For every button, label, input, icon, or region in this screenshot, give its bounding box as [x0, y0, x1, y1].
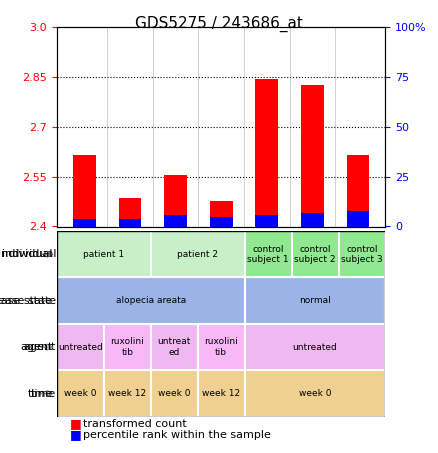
FancyBboxPatch shape: [245, 324, 385, 371]
Text: ■: ■: [70, 429, 82, 441]
Text: week 12: week 12: [202, 389, 240, 398]
FancyBboxPatch shape: [151, 231, 245, 277]
Bar: [210, 201, 233, 226]
Bar: [119, 218, 141, 226]
Text: agent: agent: [24, 342, 56, 352]
Text: individual: individual: [0, 249, 53, 259]
Bar: [210, 217, 233, 226]
Text: ruxolini
tib: ruxolini tib: [110, 337, 144, 357]
FancyBboxPatch shape: [151, 324, 198, 371]
Text: GDS5275 / 243686_at: GDS5275 / 243686_at: [135, 16, 303, 32]
Text: individual: individual: [1, 249, 56, 259]
FancyBboxPatch shape: [104, 324, 151, 371]
Text: disease state: disease state: [0, 296, 53, 306]
FancyBboxPatch shape: [198, 371, 245, 417]
Text: untreated: untreated: [293, 342, 337, 352]
Text: time: time: [27, 389, 53, 399]
Text: alopecia areata: alopecia areata: [116, 296, 186, 305]
FancyBboxPatch shape: [57, 324, 104, 371]
Text: transformed count: transformed count: [83, 419, 187, 429]
Text: ruxolini
tib: ruxolini tib: [204, 337, 238, 357]
Text: ■: ■: [70, 417, 82, 430]
FancyBboxPatch shape: [245, 371, 385, 417]
Text: patient 2: patient 2: [177, 250, 218, 259]
FancyBboxPatch shape: [292, 231, 339, 277]
Text: control
subject 2: control subject 2: [294, 245, 336, 264]
FancyBboxPatch shape: [151, 371, 198, 417]
Bar: [164, 175, 187, 226]
Text: patient 1: patient 1: [83, 250, 124, 259]
FancyBboxPatch shape: [57, 371, 104, 417]
Text: control
subject 1: control subject 1: [247, 245, 289, 264]
Text: time: time: [31, 389, 56, 399]
Text: week 0: week 0: [158, 389, 191, 398]
Text: week 0: week 0: [64, 389, 97, 398]
Text: control
subject 3: control subject 3: [341, 245, 383, 264]
FancyBboxPatch shape: [339, 231, 385, 277]
Bar: [301, 85, 324, 226]
Text: week 12: week 12: [108, 389, 146, 398]
Text: agent: agent: [20, 342, 53, 352]
FancyBboxPatch shape: [57, 231, 151, 277]
Bar: [164, 215, 187, 226]
FancyBboxPatch shape: [198, 324, 245, 371]
Bar: [73, 218, 96, 226]
Bar: [301, 212, 324, 226]
FancyBboxPatch shape: [104, 371, 151, 417]
Text: disease state: disease state: [0, 296, 56, 306]
FancyBboxPatch shape: [245, 277, 385, 324]
Bar: [255, 79, 278, 226]
Text: week 0: week 0: [299, 389, 331, 398]
Text: normal: normal: [299, 296, 331, 305]
Text: untreat
ed: untreat ed: [158, 337, 191, 357]
FancyBboxPatch shape: [57, 277, 245, 324]
FancyBboxPatch shape: [245, 231, 292, 277]
Text: percentile rank within the sample: percentile rank within the sample: [83, 430, 271, 440]
Bar: [346, 155, 370, 226]
Bar: [119, 198, 141, 226]
Bar: [255, 215, 278, 226]
Text: untreated: untreated: [58, 342, 103, 352]
Bar: [73, 155, 96, 226]
Bar: [346, 211, 370, 226]
